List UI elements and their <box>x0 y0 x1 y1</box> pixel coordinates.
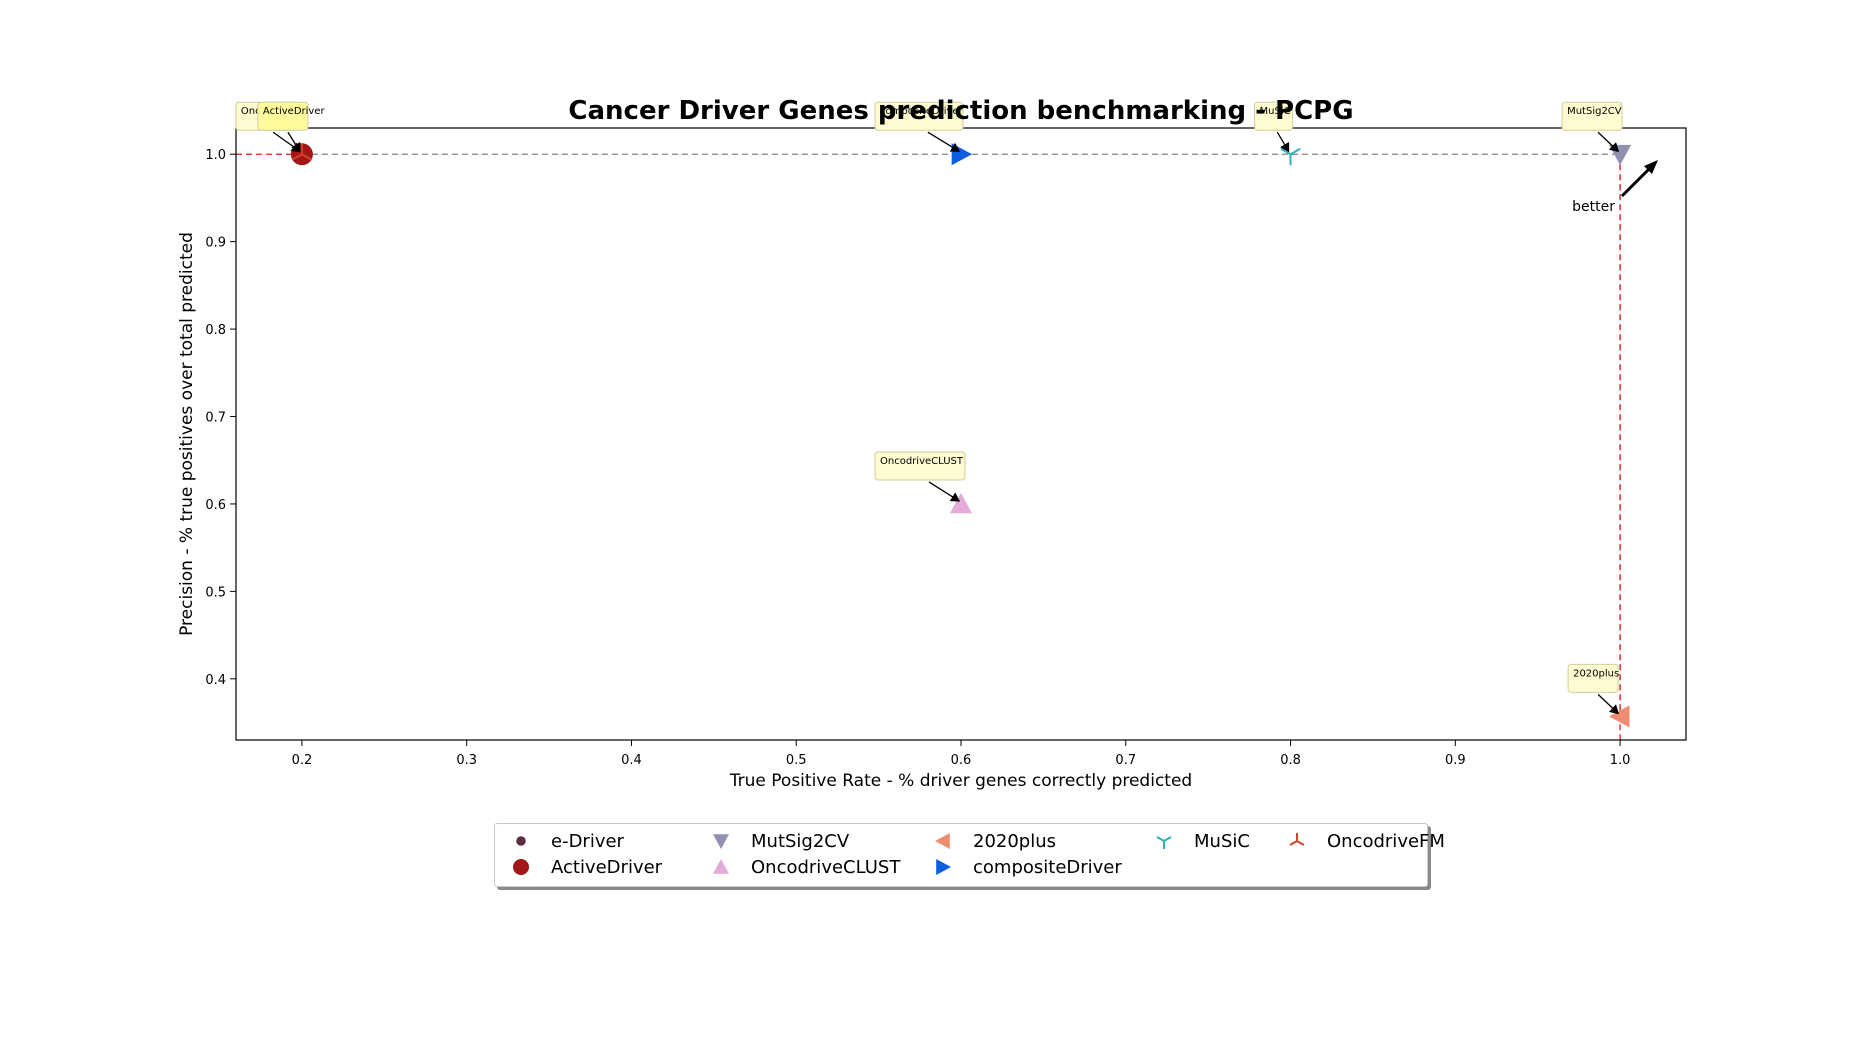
y-tick-label: 0.5 <box>205 585 226 600</box>
point-mutsig2cv <box>1609 144 1632 166</box>
annotation-activedriver: ActiveDriver <box>257 101 326 153</box>
annotation-box <box>1567 663 1619 693</box>
legend-label: ActiveDriver <box>551 856 663 878</box>
legend-item-oncodriveclust: OncodriveCLUST <box>701 854 900 880</box>
point-music <box>1280 147 1301 166</box>
point-oncodriveclust <box>950 492 972 514</box>
plot-frame <box>235 127 1687 741</box>
x-tick-label: 0.5 <box>786 753 807 768</box>
legend-label: OncodriveCLUST <box>751 856 901 878</box>
x-tick-label: 0.6 <box>951 753 972 768</box>
legend-marker <box>516 836 526 846</box>
annotation-arrow <box>928 481 961 502</box>
y-tick-label: 0.6 <box>205 498 226 513</box>
legend-item-compositedriver: compositeDriver <box>923 854 1122 880</box>
x-axis-label: True Positive Rate - % driver genes corr… <box>729 771 1192 791</box>
axes: 0.2 0.3 0.4 0.5 0.6 0.7 0.8 0.9 1.0 0.4 0.5 0.6 0.7 0… <box>205 127 1687 768</box>
annotation-compositedriver: compositeDriver <box>874 101 964 152</box>
legend-marker-shape <box>1156 836 1172 849</box>
legend-marker-shape <box>936 859 951 875</box>
annotation-box <box>874 451 966 481</box>
annotation-box <box>1254 101 1294 131</box>
annotation-arrow <box>272 131 301 152</box>
annotation-box <box>257 101 309 131</box>
legend-marker <box>936 859 951 875</box>
annotation-2020plus: 2020plus <box>1567 663 1620 715</box>
legend-marker <box>713 834 729 849</box>
legend-label: e-Driver <box>551 830 624 852</box>
annotation-mutsig2cv: MutSig2CV <box>1561 101 1623 153</box>
y-tick-label: 1.0 <box>205 148 226 163</box>
annotations: OncodriveFMActiveDrivercompositeDriverMu… <box>235 101 1623 715</box>
legend-item-e-driver: e-Driver <box>501 828 624 854</box>
legend-marker <box>513 859 529 875</box>
y-tick-label: 0.7 <box>205 411 226 426</box>
annotation-label: compositeDriver <box>880 106 964 117</box>
legend-marker <box>713 859 729 874</box>
better-arrow-shaft <box>1620 164 1654 198</box>
pareto-frontier <box>236 153 1621 740</box>
annotation-label: MutSig2CV <box>1567 106 1622 117</box>
legend-marker-shape <box>713 859 729 874</box>
point-2020plus <box>1609 705 1630 728</box>
x-tick-label: 0.3 <box>456 753 477 768</box>
x-tick-label: 0.4 <box>621 753 642 768</box>
annotation-label: MuSiC <box>1260 106 1291 117</box>
annotation-arrow <box>927 131 961 152</box>
y-tick-label: 0.8 <box>205 323 226 338</box>
legend-item-mutsig2cv: MutSig2CV <box>701 828 849 854</box>
annotation-label: 2020plus <box>1573 668 1619 679</box>
x-tick-label: 0.2 <box>292 753 313 768</box>
y-axis-label: Precision - % true positives over total … <box>177 232 197 636</box>
annotation-arrow <box>1276 131 1290 153</box>
annotation-arrow <box>1597 131 1620 153</box>
legend-item-activedriver: ActiveDriver <box>501 854 662 880</box>
x-tick-label: 0.9 <box>1445 753 1466 768</box>
legend-label: MutSig2CV <box>751 830 850 852</box>
x-tick-label: 0.7 <box>1115 753 1136 768</box>
legend-label: 2020plus <box>973 830 1057 852</box>
legend-marker <box>1289 833 1305 846</box>
legend-marker <box>1156 836 1172 849</box>
legend-marker-shape <box>513 859 529 875</box>
chart-title: Cancer Driver Genes prediction benchmark… <box>568 96 1354 126</box>
annotation-arrow <box>287 131 301 153</box>
annotation-box <box>1561 101 1623 131</box>
annotation-label: ActiveDriver <box>263 106 326 117</box>
legend-label: MuSiC <box>1194 830 1250 852</box>
point-compositedriver <box>951 143 972 166</box>
legend-item-oncodrivefm: OncodriveFM <box>1277 828 1445 854</box>
better-label: better <box>1572 199 1615 215</box>
legend-label: OncodriveFM <box>1327 830 1445 852</box>
legend-item-2020plus: 2020plus <box>923 828 1056 854</box>
x-tick-label: 0.8 <box>1280 753 1301 768</box>
annotation-arrow <box>1597 693 1620 715</box>
legend-marker-shape <box>516 836 526 846</box>
better-indicator: better <box>1572 160 1658 215</box>
y-tick-label: 0.4 <box>205 673 226 688</box>
legend-marker-shape <box>935 833 950 849</box>
annotation-oncodriveclust: OncodriveCLUST <box>874 451 966 502</box>
y-tick-label: 0.9 <box>205 236 226 251</box>
legend-label: compositeDriver <box>973 856 1122 878</box>
annotation-box <box>874 101 964 131</box>
legend-marker-shape <box>713 834 729 849</box>
annotation-music: MuSiC <box>1254 101 1294 153</box>
point-oncodrivefm <box>291 143 312 161</box>
annotation-label: OncodriveCLUST <box>880 456 964 467</box>
legend: e-Driver ActiveDriver MutSig2CV OncodriveCL… <box>494 823 1445 887</box>
x-tick-label: 1.0 <box>1610 753 1631 768</box>
legend-marker-shape <box>1289 833 1305 846</box>
data-points <box>290 143 1632 728</box>
legend-marker <box>935 833 950 849</box>
better-arrow-head <box>1644 160 1658 174</box>
legend-item-music: MuSiC <box>1144 828 1250 854</box>
